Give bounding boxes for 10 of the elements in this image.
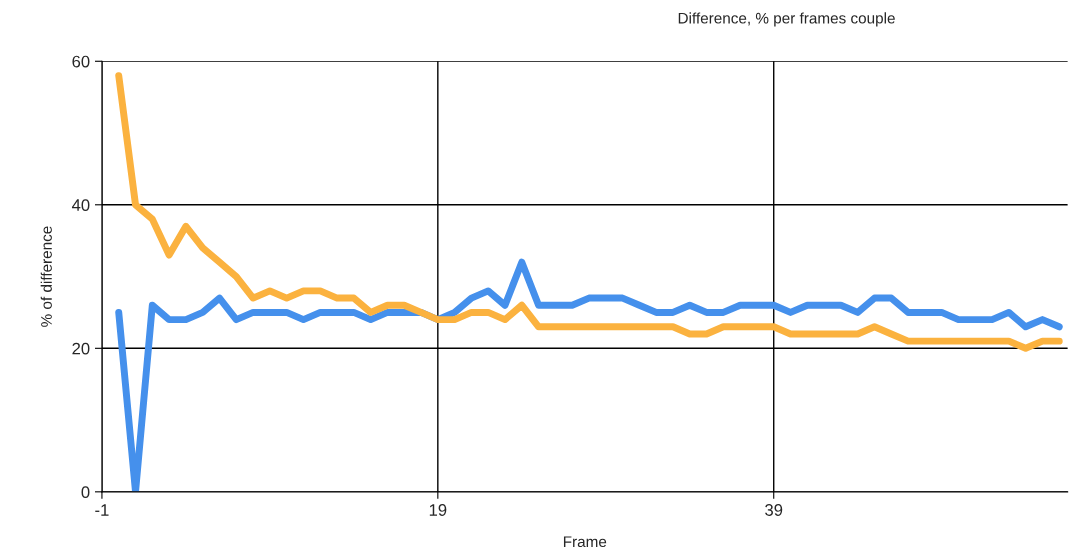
x-tick-label: 19: [429, 504, 447, 516]
y-tick-label: 20: [72, 342, 90, 355]
x-tick-label: 39: [765, 504, 783, 516]
chart-title: Difference, % per frames couple: [678, 12, 895, 27]
y-tick-label: 0: [81, 486, 90, 499]
y-axis-title: % of difference: [40, 226, 52, 327]
y-tick-label: 40: [71, 199, 90, 211]
x-tick-label: -1: [95, 504, 109, 516]
y-tick-label: 60: [72, 55, 90, 68]
x-axis-title: Frame: [563, 536, 607, 548]
